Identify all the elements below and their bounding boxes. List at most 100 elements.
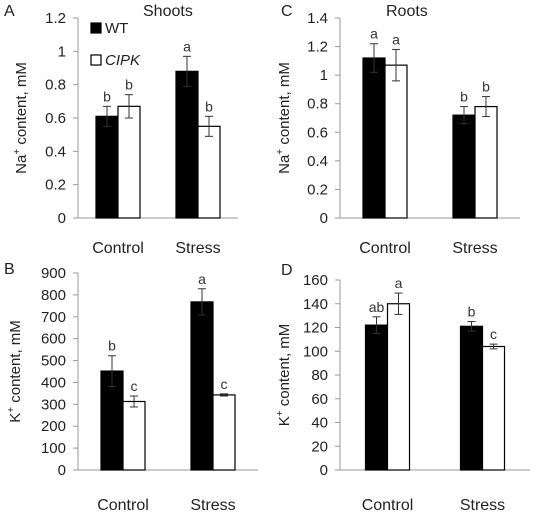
panel-a-ytick-label: 1.2: [45, 10, 66, 27]
panel-d-label: D: [281, 262, 293, 279]
panel-b-ytick-label: 400: [41, 374, 66, 391]
ylabel-ion: K: [7, 413, 24, 423]
bar-wt-stress: [459, 325, 484, 471]
ylabel-charge: +: [275, 410, 286, 416]
panel-a-ytick-label: 1: [58, 43, 66, 60]
significance-letter: c: [221, 376, 228, 392]
ylabel-ion: Na: [276, 154, 293, 174]
panel-b-ytick-label: 500: [41, 353, 66, 370]
panel-a-category-label: Control: [92, 240, 144, 257]
bar-cipk-stress: [212, 394, 236, 471]
panel-d-ytick-label: 20: [311, 438, 328, 455]
bar-cipk-control: [384, 64, 408, 219]
significance-letter: b: [460, 89, 468, 105]
ylabel-ion: Na: [13, 154, 30, 174]
panel-c-ytick-label: 0.8: [307, 96, 328, 113]
significance-letter: b: [125, 77, 133, 93]
panel-d-y-axis-label: K+ content, mM: [275, 324, 293, 427]
panel-a-ytick-label: 0: [58, 210, 66, 227]
significance-letter: a: [392, 31, 400, 47]
significance-letter: a: [370, 26, 378, 42]
panel-d-category-label: Control: [362, 497, 414, 514]
bar-wt-stress: [452, 114, 476, 219]
significance-letter: b: [468, 304, 476, 320]
significance-letter: a: [183, 38, 191, 54]
significance-letter: a: [395, 275, 403, 291]
significance-letter: b: [205, 98, 213, 114]
panel-b-label: B: [4, 261, 15, 278]
panel-a-label: A: [4, 3, 15, 20]
panel-c-ytick-label: 0.4: [307, 153, 328, 170]
panel-d-ytick-label: 40: [311, 415, 328, 432]
ylabel-charge: +: [12, 149, 23, 155]
bar-cipk-stress: [481, 345, 506, 471]
bar-wt-stress: [175, 70, 199, 219]
bar-wt-control: [95, 115, 119, 219]
panel-b-ytick-label: 0: [58, 462, 66, 479]
panel-c-title: Roots: [386, 3, 428, 20]
significance-letter: b: [482, 79, 490, 95]
panel-d-ytick-label: 100: [303, 343, 328, 360]
panel-a-ytick-label: 0.8: [45, 77, 66, 94]
panel-d-ytick-label: 60: [311, 391, 328, 408]
significance-letter: c: [131, 378, 138, 394]
panel-a-category-label: Stress: [175, 240, 220, 257]
ylabel-unit: content, mM: [276, 62, 293, 149]
panel-c-category-label: Control: [359, 240, 411, 257]
ylabel-unit: content, mM: [13, 62, 30, 149]
significance-letter: a: [198, 271, 206, 287]
ylabel-charge: +: [275, 149, 286, 155]
panel-c-label: C: [281, 3, 293, 20]
panel-c-y-axis-label: Na+ content, mM: [275, 62, 293, 174]
panel-b-category-label: Control: [97, 497, 149, 514]
legend-label-cipk: CIPK: [105, 52, 141, 69]
panel-d-ytick-label: 140: [303, 296, 328, 313]
panel-c-category-label: Stress: [452, 240, 497, 257]
ylabel-charge: +: [6, 407, 17, 413]
panel-d-ytick-label: 160: [303, 272, 328, 289]
significance-letter: ab: [369, 299, 385, 315]
ylabel-ion: K: [276, 416, 293, 426]
significance-letter: b: [103, 88, 111, 104]
panel-b-ytick-label: 800: [41, 287, 66, 304]
bar-cipk-control: [386, 303, 411, 471]
panel-b-ytick-label: 200: [41, 418, 66, 435]
significance-letter: b: [108, 338, 116, 354]
panel-b-ytick-label: 600: [41, 331, 66, 348]
bar-cipk-control: [117, 105, 141, 219]
legend-label-wt: WT: [105, 20, 128, 37]
panel-b-ytick-label: 700: [41, 309, 66, 326]
bar-wt-stress: [190, 301, 214, 471]
panel-c-ytick-label: 1.2: [307, 39, 328, 56]
panel-b-ytick-label: 300: [41, 396, 66, 413]
panel-b-ytick-label: 100: [41, 440, 66, 457]
panel-d-ytick-label: 120: [303, 320, 328, 337]
bar-cipk-stress: [197, 125, 221, 219]
ylabel-unit: content, mM: [7, 320, 24, 407]
panel-d-category-label: Stress: [460, 497, 505, 514]
panel-c-ytick-label: 0.6: [307, 124, 328, 141]
panel-a-title: Shoots: [143, 3, 193, 20]
bar-wt-control: [362, 57, 386, 219]
bar-wt-control: [364, 324, 389, 471]
significance-letter: c: [490, 326, 497, 342]
panel-b-y-axis-label: K+ content, mM: [6, 320, 24, 423]
legend-swatch-cipk: [90, 54, 102, 66]
panel-c-ytick-label: 1: [320, 67, 328, 84]
legend-swatch-wt: [90, 22, 102, 34]
panel-d-ytick-label: 0: [320, 462, 328, 479]
panel-b-category-label: Stress: [190, 497, 235, 514]
panel-a-y-axis-label: Na+ content, mM: [12, 62, 30, 174]
panel-c-ytick-label: 1.4: [307, 10, 328, 27]
panel-c-ytick-label: 0: [320, 210, 328, 227]
bar-cipk-stress: [474, 105, 498, 219]
ylabel-unit: content, mM: [276, 324, 293, 411]
panel-c-ytick-label: 0.2: [307, 181, 328, 198]
panel-b-ytick-label: 900: [41, 265, 66, 282]
panel-a-ytick-label: 0.6: [45, 110, 66, 127]
panel-a-ytick-label: 0.2: [45, 177, 66, 194]
bar-cipk-control: [122, 400, 146, 471]
panel-a-ytick-label: 0.4: [45, 143, 66, 160]
panel-d-ytick-label: 80: [311, 367, 328, 384]
